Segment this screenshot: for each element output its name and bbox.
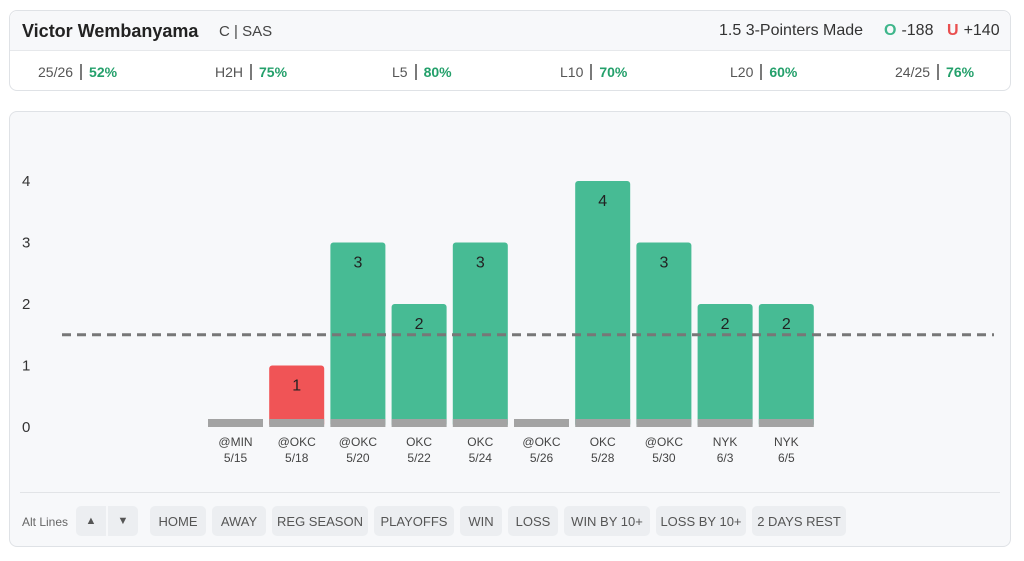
x-tick-opponent: OKC [467, 435, 493, 449]
over-icon: O [884, 22, 897, 39]
stat-value: 60% [769, 64, 798, 80]
x-tick-date: 5/18 [285, 451, 309, 465]
stat-l5[interactable]: L5 80% [392, 64, 452, 80]
stat-h2h[interactable]: H2H 75% [215, 64, 287, 80]
stat-l20[interactable]: L20 60% [730, 64, 797, 80]
prop-line-label: 1.5 3-Pointers Made [719, 22, 864, 39]
bar-baseline-segment [208, 419, 263, 427]
player-name: Victor Wembanyama [22, 21, 199, 41]
stat-value: 76% [946, 64, 975, 80]
stat-season-2526[interactable]: 25/26 52% [38, 64, 117, 80]
x-tick-date: 5/28 [591, 451, 615, 465]
alt-line-down-button[interactable]: ▼ [108, 506, 138, 536]
bar-baseline-segment [697, 419, 753, 427]
filter-loss-by-10-chip[interactable]: LOSS BY 10+ [656, 506, 746, 536]
bar [452, 242, 508, 427]
chevron-up-icon: ▲ [85, 515, 97, 527]
bar [269, 365, 325, 427]
y-tick-label: 0 [22, 419, 30, 436]
bar-value-label: 2 [782, 316, 791, 333]
under-icon: U [947, 22, 959, 39]
filter-reg-season-chip[interactable]: REG SEASON [272, 506, 368, 536]
alt-line-up-button[interactable]: ▲ [76, 506, 106, 536]
bar-value-label: 3 [659, 255, 668, 272]
bar-value-label: 2 [415, 316, 424, 333]
bar-baseline-segment [636, 419, 692, 427]
stat-label: L10 [560, 64, 593, 80]
player-position-team: C | SAS [219, 23, 273, 40]
bar-value-label: 3 [476, 255, 485, 272]
stat-label: H2H [215, 64, 253, 80]
x-tick-date: 5/26 [530, 451, 554, 465]
filter-2-days-rest-chip[interactable]: 2 DAYS REST [752, 506, 846, 536]
x-tick-opponent: NYK [774, 435, 799, 449]
filter-bar: Alt Lines ▲ ▼ HOME AWAY REG SEASON PLAYO… [20, 492, 1000, 536]
bar-baseline-segment [575, 419, 631, 427]
bar-baseline-segment [391, 419, 447, 427]
x-tick-opponent: @MIN [218, 435, 252, 449]
stat-value: 80% [423, 64, 452, 80]
bar-baseline-segment [269, 419, 325, 427]
stat-value: 52% [89, 64, 118, 80]
bar-value-label: 4 [598, 193, 607, 210]
x-tick-opponent: OKC [406, 435, 432, 449]
stat-l10[interactable]: L10 70% [560, 64, 627, 80]
under-odds-button[interactable]: U +140 [947, 22, 1000, 40]
header-top-row: Victor Wembanyama C | SAS 1.5 3-Pointers… [10, 11, 1010, 51]
y-tick-label: 3 [22, 235, 30, 252]
bar-value-label: 3 [353, 255, 362, 272]
filter-playoffs-chip[interactable]: PLAYOFFS [374, 506, 454, 536]
filter-away-chip[interactable]: AWAY [212, 506, 266, 536]
chevron-down-icon: ▼ [117, 515, 129, 527]
over-odds: -188 [901, 22, 934, 39]
x-tick-opponent: OKC [590, 435, 616, 449]
stat-value: 70% [599, 64, 628, 80]
x-tick-date: 5/15 [224, 451, 248, 465]
x-tick-date: 5/24 [469, 451, 493, 465]
stat-value: 75% [259, 64, 288, 80]
filter-home-chip[interactable]: HOME [150, 506, 206, 536]
filter-win-chip[interactable]: WIN [460, 506, 502, 536]
over-odds-button[interactable]: O -188 [884, 22, 933, 40]
x-tick-opponent: @OKC [278, 435, 317, 449]
bar [575, 181, 631, 427]
bar-baseline-segment [330, 419, 386, 427]
under-odds: +140 [963, 22, 1000, 39]
x-tick-opponent: @OKC [522, 435, 561, 449]
x-tick-date: 6/3 [717, 451, 734, 465]
y-tick-label: 1 [22, 358, 30, 375]
bar [330, 242, 386, 427]
stat-label: 24/25 [895, 64, 940, 80]
filter-loss-chip[interactable]: LOSS [508, 506, 558, 536]
x-tick-opponent: NYK [713, 435, 738, 449]
x-tick-opponent: @OKC [645, 435, 684, 449]
hit-rate-stats-row: 25/26 52% H2H 75% L5 80% L10 70% L20 60% 24/2… [10, 52, 1010, 92]
stat-label: L20 [730, 64, 763, 80]
x-tick-date: 5/30 [652, 451, 676, 465]
y-tick-label: 4 [22, 173, 30, 190]
filter-win-by-10-chip[interactable]: WIN BY 10+ [564, 506, 650, 536]
bar [391, 304, 447, 427]
bar-baseline-segment [514, 419, 569, 427]
bar-value-label: 1 [292, 378, 301, 395]
bar-value-label: 2 [721, 316, 730, 333]
player-header-card: Victor Wembanyama C | SAS 1.5 3-Pointers… [9, 10, 1011, 91]
stat-label: 25/26 [38, 64, 83, 80]
y-tick-label: 2 [22, 296, 30, 313]
game-log-bar-chart: 0 1 2 3 4 @MIN 5/15 1 @OKC 5/18 3 @OKC 5/20 2 OKC 5/22 3… [22, 173, 994, 465]
x-tick-date: 5/20 [346, 451, 370, 465]
x-tick-opponent: @OKC [339, 435, 378, 449]
stat-label: L5 [392, 64, 417, 80]
alt-lines-label: Alt Lines [22, 515, 69, 529]
x-tick-date: 5/22 [407, 451, 431, 465]
x-tick-date: 6/5 [778, 451, 795, 465]
bar-baseline-segment [758, 419, 814, 427]
stat-season-2425[interactable]: 24/25 76% [895, 64, 974, 80]
chart-card: 0 1 2 3 4 @MIN 5/15 1 @OKC 5/18 3 @OKC 5/20 2 OKC 5/22 3… [9, 111, 1011, 547]
bar-baseline-segment [452, 419, 508, 427]
